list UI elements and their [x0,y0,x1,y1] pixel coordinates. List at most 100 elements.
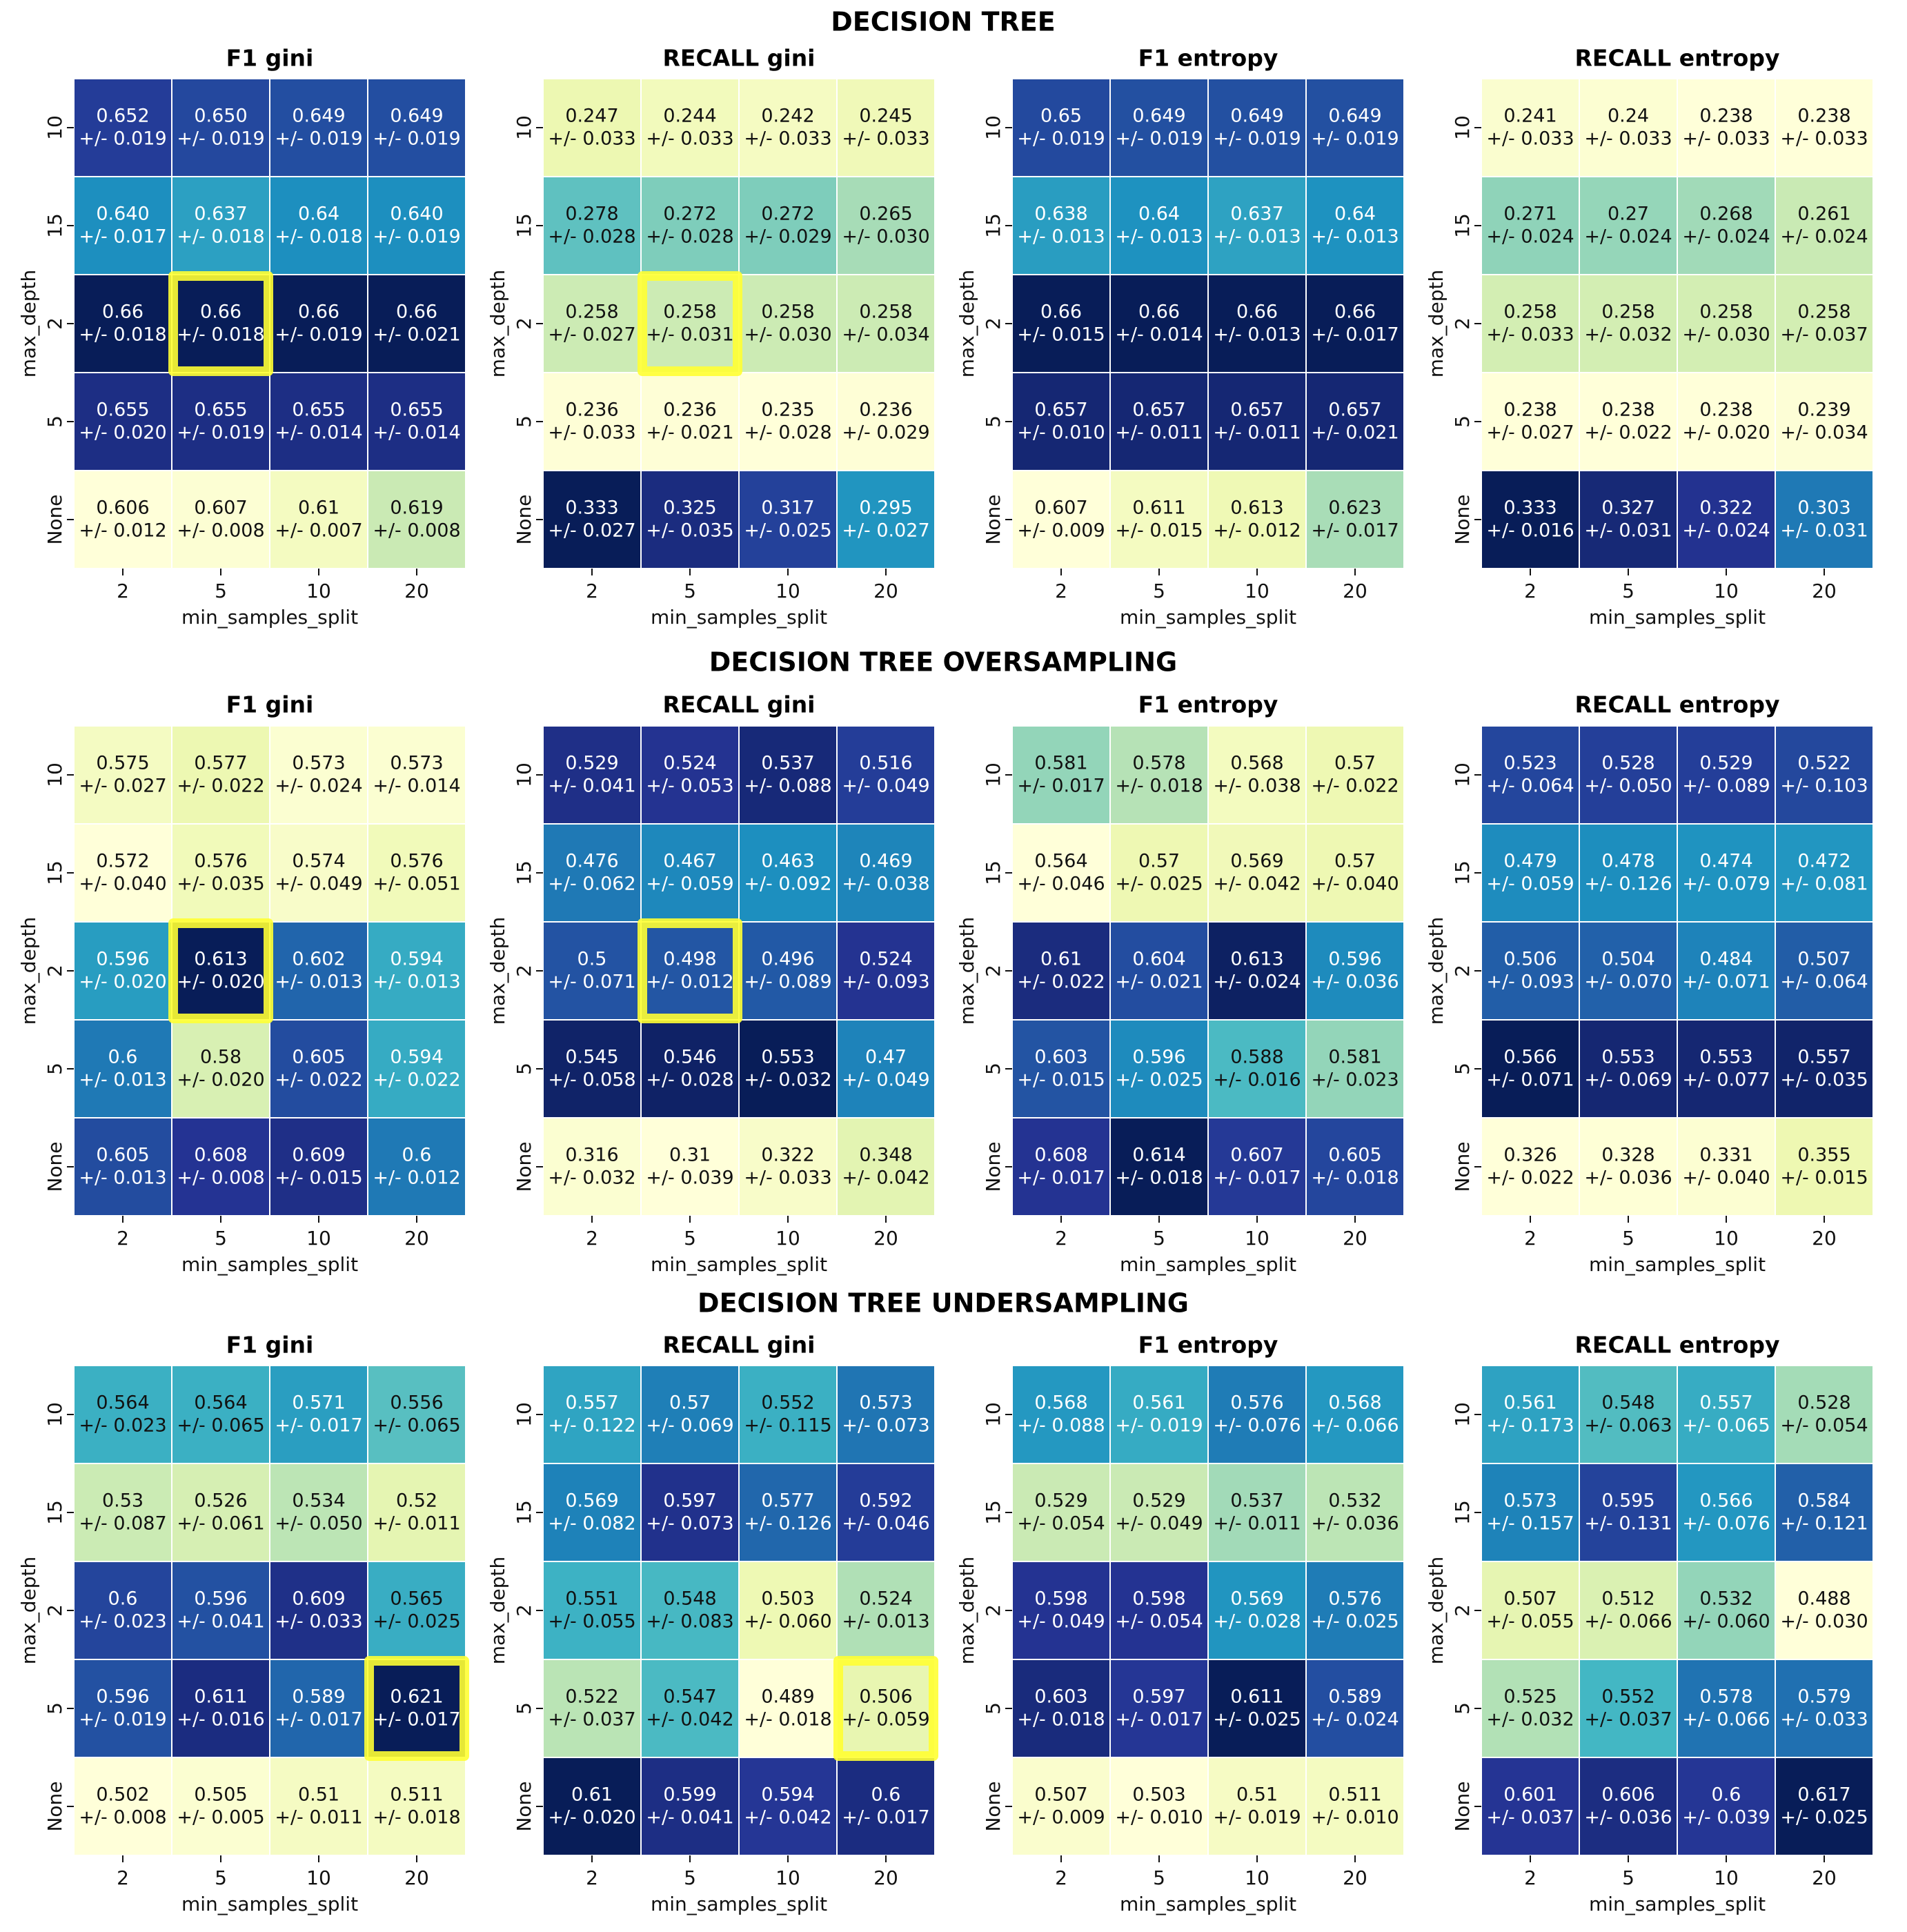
cell-value-label: 0.581 [1328,1047,1381,1068]
best-cell-highlight [168,918,273,1023]
heatmap-cell [1677,1019,1776,1118]
cell-error-label: +/- 0.036 [1311,1513,1399,1535]
y-tick-label: None [513,494,535,544]
cell-error-label: +/- 0.012 [646,972,733,993]
cell-value-label: 0.611 [1132,497,1185,519]
cell-error-label: +/- 0.018 [177,324,264,346]
heatmap-cell [542,1757,642,1856]
heatmap-cell [171,823,270,923]
cell-error-label: +/- 0.042 [744,1807,831,1828]
cell-value-label: 0.504 [1601,949,1654,970]
cell-error-label: +/- 0.049 [1017,1611,1105,1633]
heatmap-cell [269,725,368,825]
x-tick-label: 20 [1343,580,1367,602]
cell-error-label: +/- 0.042 [1213,874,1301,895]
cell-error-label: +/- 0.031 [1780,520,1868,542]
heatmap-cell [1305,1757,1405,1856]
heatmap-cell [1109,1117,1209,1216]
cell-value-label: 0.655 [390,400,443,421]
cell-error-label: +/- 0.010 [1115,1807,1203,1828]
cell-error-label: +/- 0.046 [1017,874,1105,895]
cell-value-label: 0.609 [292,1145,345,1166]
heatmap-cell [1481,1365,1580,1464]
cell-error-label: +/- 0.022 [1584,422,1672,444]
cell-error-label: +/- 0.028 [646,1070,733,1091]
cell-error-label: +/- 0.065 [1682,1415,1770,1437]
cell-value-label: 0.235 [761,400,814,421]
y-tick-label: 15 [43,860,66,885]
cell-error-label: +/- 0.013 [1115,226,1203,248]
cell-value-label: 0.611 [1230,1686,1283,1708]
heatmap-cell [1207,1463,1307,1562]
heatmap-cell [640,725,740,825]
cell-value-label: 0.247 [565,106,618,127]
cell-error-label: +/- 0.033 [1486,128,1574,150]
cell-error-label: +/- 0.019 [1115,1415,1203,1437]
cell-error-label: +/- 0.025 [1115,874,1203,895]
cell-error-label: +/- 0.035 [646,520,733,542]
cell-error-label: +/- 0.049 [842,776,929,797]
cell-value-label: 0.512 [1601,1588,1654,1610]
x-axis-label: min_samples_split [651,1253,827,1276]
cell-value-label: 0.599 [663,1784,716,1806]
cell-value-label: 0.604 [1132,949,1185,970]
heatmap-cell [1579,274,1678,373]
cell-value-label: 0.258 [663,302,716,323]
cell-value-label: 0.564 [194,1392,247,1414]
cell-error-label: +/- 0.038 [1213,776,1301,797]
cell-error-label: +/- 0.028 [548,226,635,248]
cell-value-label: 0.467 [663,851,716,872]
cell-error-label: +/- 0.023 [79,1415,166,1437]
y-tick-label: 5 [1451,1063,1474,1075]
heatmap-cell [1481,1463,1580,1562]
heatmap-cell [542,372,642,471]
cell-error-label: +/- 0.023 [79,1611,166,1633]
heatmap-cell [1011,1019,1111,1118]
cell-value-label: 0.576 [194,851,247,872]
cell-error-label: +/- 0.018 [744,1709,831,1731]
heatmap-cell [1775,1757,1874,1856]
y-tick-label: 10 [1451,1402,1474,1427]
cell-value-label: 0.516 [859,753,912,774]
x-tick-label: 20 [1343,1227,1367,1250]
y-tick-label: 2 [982,965,1005,977]
cell-value-label: 0.265 [859,204,912,225]
cell-value-label: 0.47 [865,1047,907,1068]
cell-error-label: +/- 0.040 [1311,874,1399,895]
cell-value-label: 0.556 [390,1392,443,1414]
cell-value-label: 0.261 [1797,204,1850,225]
y-axis-label: max_depth [1425,1557,1447,1665]
cell-value-label: 0.621 [390,1686,443,1708]
cell-value-label: 0.546 [663,1047,716,1068]
section-title: DECISION TREE OVERSAMPLING [709,647,1177,678]
cell-error-label: +/- 0.055 [1486,1611,1574,1633]
cell-value-label: 0.588 [1230,1047,1283,1068]
cell-value-label: 0.534 [292,1490,345,1512]
cell-error-label: +/- 0.013 [842,1611,929,1633]
cell-value-label: 0.584 [1797,1490,1850,1512]
y-tick-label: 10 [43,115,66,140]
cell-value-label: 0.655 [292,400,345,421]
cell-value-label: 0.594 [761,1784,814,1806]
cell-value-label: 0.577 [761,1490,814,1512]
cell-value-label: 0.506 [1503,949,1557,970]
heatmap-cell [1207,1561,1307,1660]
cell-value-label: 0.566 [1699,1490,1752,1512]
heatmap-cell [836,1561,936,1660]
heatmap-cell [367,1561,466,1660]
cell-error-label: +/- 0.020 [79,422,166,444]
cell-value-label: 0.608 [194,1145,247,1166]
y-tick-label: 5 [1451,415,1474,428]
x-tick-label: 10 [1714,1866,1739,1889]
cell-value-label: 0.652 [96,106,149,127]
cell-value-label: 0.529 [1132,1490,1185,1512]
heatmap-cell [1775,372,1874,471]
cell-error-label: +/- 0.034 [842,324,929,346]
cell-value-label: 0.505 [194,1784,247,1806]
cell-value-label: 0.502 [96,1784,149,1806]
heatmap-cell [73,921,172,1021]
panel-title: F1 gini [226,1332,314,1359]
panel-title: RECALL entropy [1575,45,1780,72]
cell-error-label: +/- 0.033 [1682,128,1770,150]
